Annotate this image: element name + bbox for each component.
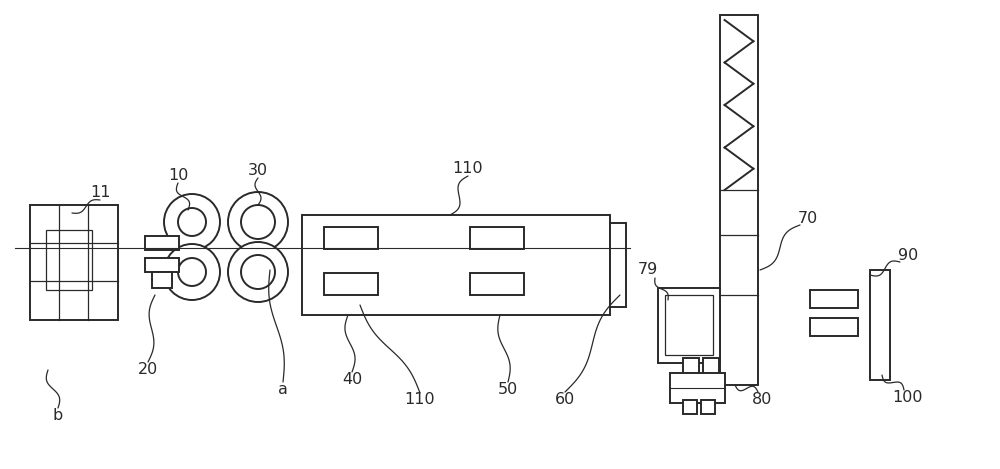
Bar [145, 258, 179, 272]
Bar [810, 318, 858, 336]
Bar [703, 358, 719, 374]
Circle shape [228, 192, 288, 252]
Text: 60: 60 [555, 393, 575, 408]
Bar [145, 236, 179, 250]
Text: 110: 110 [453, 160, 483, 175]
Bar [470, 273, 524, 295]
Bar [152, 272, 172, 288]
Bar [46, 230, 92, 290]
Text: b: b [53, 408, 63, 423]
Text: 10: 10 [168, 167, 188, 182]
Text: 11: 11 [90, 184, 110, 199]
Bar [870, 270, 890, 380]
Circle shape [241, 205, 275, 239]
Bar [683, 400, 697, 414]
Bar [470, 227, 524, 249]
Text: 100: 100 [893, 391, 923, 406]
Bar [324, 273, 378, 295]
Text: 50: 50 [498, 383, 518, 398]
Bar [30, 205, 118, 320]
Bar [658, 288, 720, 363]
Circle shape [241, 255, 275, 289]
Text: 70: 70 [798, 211, 818, 226]
Bar [810, 290, 858, 308]
Bar [610, 223, 626, 307]
Circle shape [164, 194, 220, 250]
Text: 30: 30 [248, 162, 268, 177]
Text: 80: 80 [752, 393, 772, 408]
Bar [665, 295, 713, 355]
Text: 40: 40 [342, 372, 362, 387]
Bar [701, 400, 715, 414]
Text: 20: 20 [138, 363, 158, 378]
Bar [720, 15, 758, 385]
Bar [324, 227, 378, 249]
Bar [302, 215, 610, 315]
Bar [670, 373, 725, 403]
Text: 110: 110 [405, 393, 435, 408]
Circle shape [178, 258, 206, 286]
Circle shape [164, 244, 220, 300]
Text: 90: 90 [898, 248, 918, 263]
Bar [683, 358, 699, 374]
Text: 79: 79 [638, 263, 658, 278]
Circle shape [228, 242, 288, 302]
Text: a: a [278, 383, 288, 398]
Circle shape [178, 208, 206, 236]
